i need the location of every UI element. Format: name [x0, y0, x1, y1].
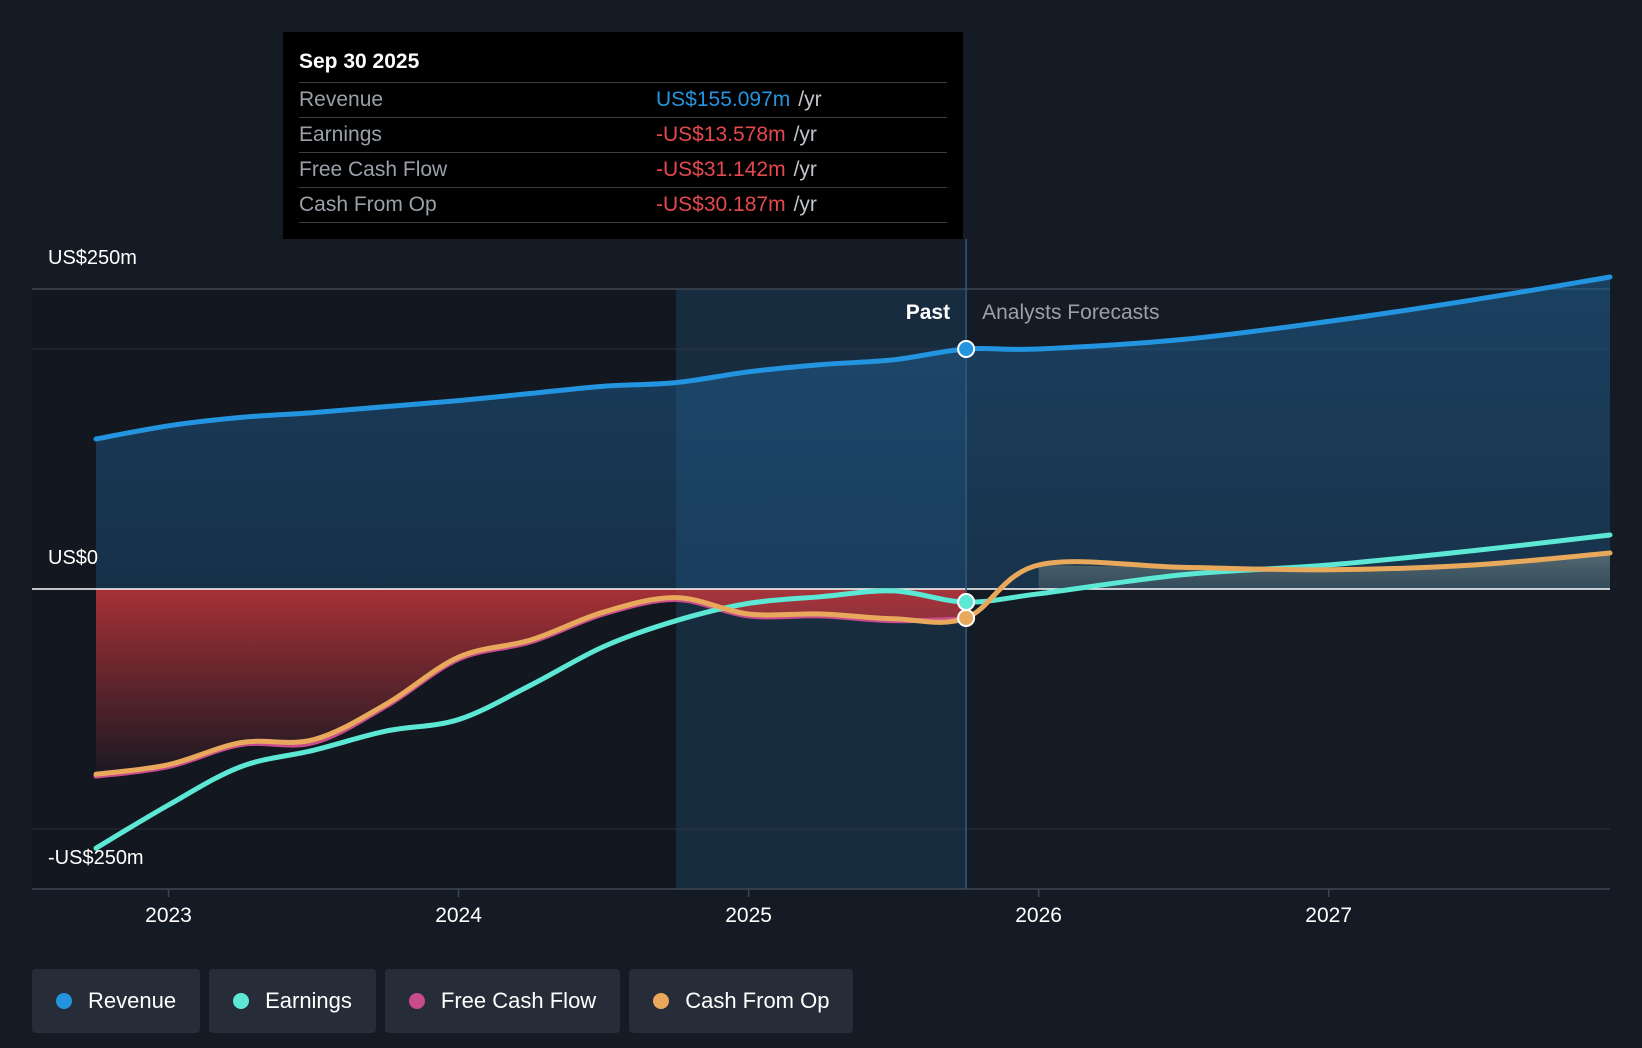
- series-line-revenue: [93, 274, 1613, 442]
- tooltip-unit: /yr: [793, 123, 817, 146]
- tooltip-label: Cash From Op: [299, 193, 437, 216]
- legend-dot-icon: [653, 993, 670, 1009]
- legend-label: Free Cash Flow: [440, 988, 597, 1013]
- x-tick-label: 2026: [1015, 904, 1062, 927]
- tooltip-value: -US$13.578m: [656, 123, 786, 146]
- legend-item-cash-from-op[interactable]: Cash From Op: [629, 969, 854, 1033]
- tooltip-row-cash-from-op: Cash From Op -US$30.187m /yr: [299, 188, 947, 223]
- tooltip-value: -US$30.187m: [656, 193, 786, 216]
- x-tick-label: 2027: [1305, 904, 1352, 927]
- tooltip-label: Revenue: [299, 88, 384, 111]
- x-tick-label: 2024: [435, 904, 482, 927]
- series-line-cash-from-op: [93, 550, 1613, 777]
- legend-item-free-cash-flow[interactable]: Free Cash Flow: [384, 969, 621, 1033]
- tooltip-unit: /yr: [798, 88, 822, 111]
- forecast-label: Analysts Forecasts: [982, 301, 1159, 324]
- x-tick-label: 2025: [725, 904, 772, 927]
- tooltip-value: -US$31.142m: [656, 158, 786, 181]
- marker-earnings: [957, 593, 976, 612]
- legend-label: Revenue: [88, 988, 177, 1013]
- legend-item-earnings[interactable]: Earnings: [209, 969, 376, 1033]
- legend: Revenue Earnings Free Cash Flow Cash Fro…: [32, 969, 854, 1033]
- tooltip-row-revenue: Revenue US$155.097m /yr: [299, 83, 947, 118]
- tooltip-date: Sep 30 2025: [299, 44, 947, 83]
- marker-cash-from-op: [957, 608, 976, 627]
- y-label-top: US$250m: [48, 247, 137, 269]
- x-tick-label: 2023: [145, 904, 192, 927]
- past-label: Past: [906, 301, 950, 324]
- tooltip-label: Free Cash Flow: [299, 158, 448, 181]
- tooltip-value: US$155.097m: [656, 88, 791, 111]
- tooltip-unit: /yr: [793, 158, 817, 181]
- revenue-area: [96, 277, 1610, 589]
- legend-dot-icon: [56, 993, 72, 1009]
- negative-area: [96, 589, 967, 775]
- legend-label: Earnings: [265, 988, 352, 1013]
- tooltip: Sep 30 2025 Revenue US$155.097m /yr Earn…: [283, 32, 963, 239]
- legend-dot-icon: [408, 993, 425, 1009]
- tooltip-label: Earnings: [299, 123, 382, 146]
- tooltip-unit: /yr: [793, 193, 817, 216]
- tooltip-row-free-cash-flow: Free Cash Flow -US$31.142m /yr: [299, 153, 947, 188]
- legend-item-revenue[interactable]: Revenue: [32, 969, 201, 1033]
- y-label-zero: US$0: [48, 547, 98, 569]
- marker-revenue: [957, 340, 976, 358]
- tooltip-row-earnings: Earnings -US$13.578m /yr: [299, 118, 947, 153]
- legend-label: Cash From Op: [685, 988, 830, 1013]
- legend-dot-icon: [233, 993, 250, 1009]
- y-label-bottom: -US$250m: [48, 847, 144, 869]
